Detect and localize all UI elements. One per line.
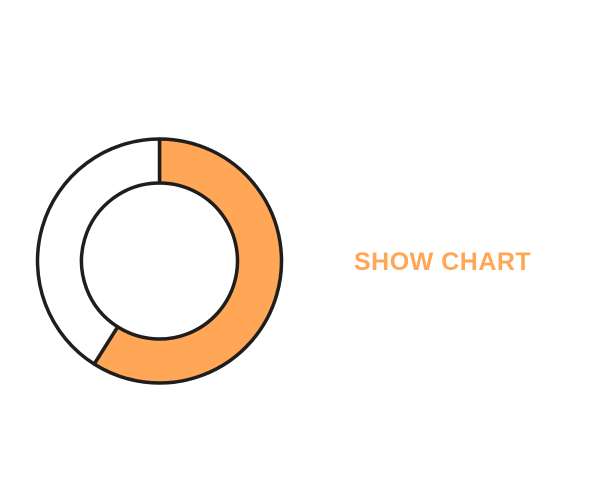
donut-chart [35,137,284,385]
donut-slice-1 [35,137,162,366]
donut-slice-0 [92,137,284,385]
show-chart-button[interactable]: SHOW CHART [354,248,532,276]
